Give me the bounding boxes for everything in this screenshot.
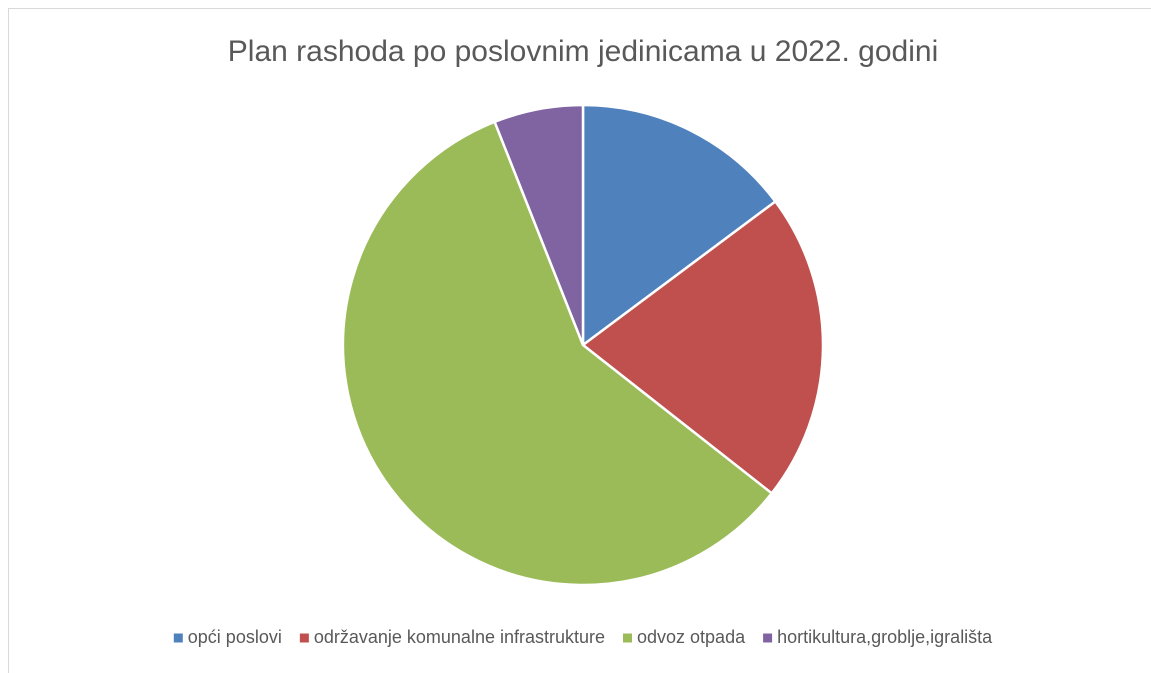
chart-title: Plan rashoda po poslovnim jedinicama u 2… xyxy=(228,35,938,68)
legend-label: hortikultura,groblje,igrališta xyxy=(777,627,993,647)
legend-swatch xyxy=(763,633,773,643)
legend-swatch xyxy=(173,633,183,643)
pie-slice xyxy=(581,103,778,348)
pie-slice xyxy=(341,120,774,587)
legend-label: opći poslovi xyxy=(188,627,282,647)
pie-slice xyxy=(493,103,585,346)
legend-swatch xyxy=(299,633,309,643)
pie-slice xyxy=(580,199,825,496)
legend-label: održavanje komunalne infrastrukture xyxy=(314,627,605,647)
legend-label: odvoz otpada xyxy=(637,627,746,647)
legend-swatch xyxy=(623,633,633,643)
